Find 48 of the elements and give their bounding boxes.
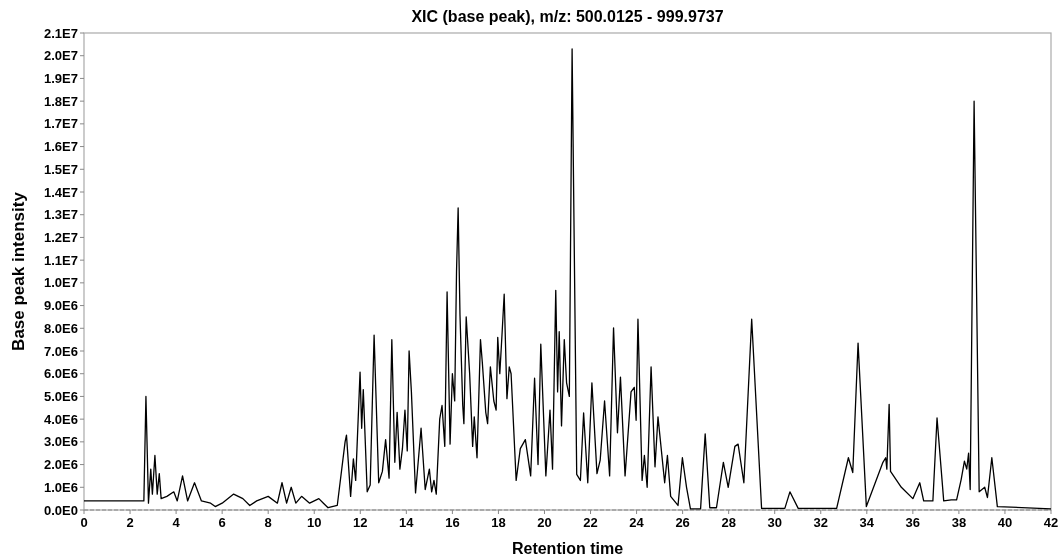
y-tick-label: 1.0E6 — [44, 479, 78, 495]
x-tick-label: 6 — [218, 515, 226, 530]
y-tick-label: 7.0E6 — [44, 343, 78, 359]
x-tick-label: 24 — [629, 515, 645, 530]
x-tick-label: 22 — [583, 515, 598, 530]
x-axis-title: Retention time — [511, 540, 624, 557]
x-tick-label: 32 — [813, 515, 828, 530]
y-tick-label: 1.7E7 — [44, 116, 78, 132]
chart-title: XIC (base peak), m/z: 500.0125 - 999.9737 — [411, 8, 724, 25]
y-tick-label: 1.4E7 — [44, 184, 78, 200]
y-tick-label: 6.0E6 — [44, 366, 78, 382]
x-tick-label: 42 — [1043, 515, 1059, 530]
y-tick-label: 1.2E7 — [44, 229, 78, 245]
y-tick-label: 4.0E6 — [44, 411, 78, 427]
y-tick-label: 1.9E7 — [44, 70, 78, 86]
y-tick-label: 9.0E6 — [44, 298, 78, 314]
y-tick-label: 1.0E7 — [44, 275, 78, 291]
x-tick-label: 34 — [859, 515, 875, 530]
y-tick-label: 5.0E6 — [44, 388, 78, 404]
line-series — [83, 48, 1052, 510]
y-tick-label: 1.5E7 — [44, 161, 78, 177]
y-tick-label: 8.0E6 — [44, 320, 78, 336]
y-tick-label: 1.8E7 — [44, 93, 78, 109]
x-tick-label: 14 — [399, 515, 415, 530]
x-tick-label: 8 — [264, 515, 272, 530]
x-tick-label: 38 — [951, 515, 967, 530]
y-axis-title: Base peak intensity — [9, 191, 28, 351]
y-tick-label: 2.1E7 — [44, 25, 78, 41]
x-tick-label: 40 — [997, 515, 1013, 530]
x-tick-label: 16 — [445, 515, 460, 530]
y-tick-label: 0.0E0 — [44, 502, 78, 518]
x-tick-label: 28 — [721, 515, 736, 530]
y-tick-label: 2.0E7 — [44, 48, 78, 64]
y-tick-label: 1.6E7 — [44, 139, 78, 155]
x-tick-label: 36 — [905, 515, 921, 530]
x-tick-label: 18 — [491, 515, 506, 530]
x-tick-label: 2 — [126, 515, 134, 530]
y-tick-label: 2.0E6 — [44, 457, 78, 473]
x-tick-label: 12 — [353, 515, 368, 530]
x-tick-label: 0 — [80, 515, 88, 530]
y-tick-label: 3.0E6 — [44, 434, 78, 450]
x-tick-label: 30 — [767, 515, 782, 530]
x-tick-label: 4 — [172, 515, 181, 530]
y-tick-label: 1.3E7 — [44, 207, 78, 223]
x-tick-label: 26 — [675, 515, 690, 530]
x-tick-label: 20 — [537, 515, 552, 530]
y-tick-label: 1.1E7 — [44, 252, 78, 268]
x-tick-label: 10 — [307, 515, 322, 530]
